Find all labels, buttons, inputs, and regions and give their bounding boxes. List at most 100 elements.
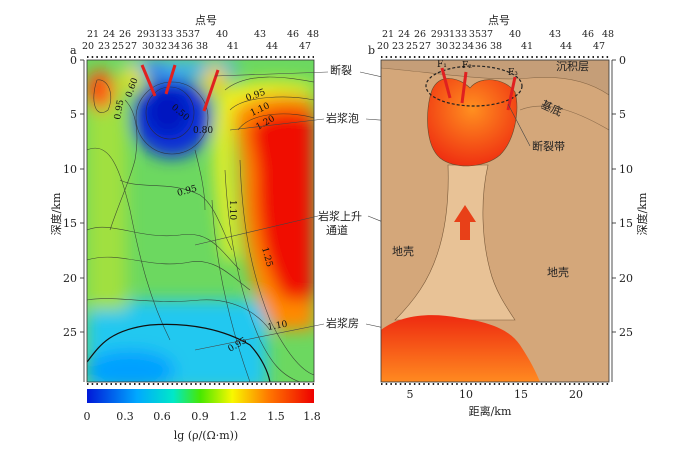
up-arrow-icon <box>454 205 476 240</box>
colorbar-tick: 0.6 <box>153 410 171 423</box>
contour-label: 0.80 <box>193 126 213 136</box>
station-label: 23 <box>98 41 110 52</box>
label-fault-zone: 断裂带 <box>532 139 565 153</box>
fault-line-b <box>440 67 452 99</box>
panel-a: a 21 24 26 293133 3537 40 43 46 48 20 23… <box>49 29 319 385</box>
fault-line-a <box>140 64 157 97</box>
y-tick-label: 10 <box>63 163 77 176</box>
station-label: 25 <box>406 41 418 52</box>
station-label: 24 <box>103 29 115 40</box>
station-label: 47 <box>593 41 605 52</box>
station-label: 34 <box>462 41 474 52</box>
station-label: 32 <box>449 41 461 52</box>
y-tick-label: 25 <box>63 326 77 339</box>
station-label: 46 <box>287 29 299 40</box>
station-label: 20 <box>377 41 389 52</box>
contour-label: 1.10 <box>267 320 289 333</box>
panel-b-x-axis: 5 10 15 20 距离/km <box>381 383 609 418</box>
station-label: 21 <box>382 29 394 40</box>
station-label: 25 <box>112 41 124 52</box>
station-label: 26 <box>414 29 426 40</box>
contour-label: 0.95 <box>113 99 126 121</box>
y-tick-label: 25 <box>619 326 633 339</box>
station-label: 26 <box>119 29 131 40</box>
y-axis-label-a: 深度/km <box>49 192 63 235</box>
station-label: 23 <box>392 41 404 52</box>
fault-label: F₁ <box>437 60 447 70</box>
panel-b-y-axis: 0 5 10 15 20 25 深度/km <box>611 54 649 382</box>
station-label: 41 <box>521 41 533 52</box>
station-label: 293133 <box>431 29 467 40</box>
y-tick-label: 0 <box>70 54 77 67</box>
colorbar-gradient <box>87 389 314 403</box>
station-label: 34 <box>168 41 180 52</box>
station-label: 3537 <box>469 29 493 40</box>
station-label: 40 <box>509 29 521 40</box>
y-tick-label: 5 <box>70 108 77 121</box>
y-tick-label: 0 <box>619 54 626 67</box>
colorbar-tick: 0.3 <box>116 410 134 423</box>
y-tick-label: 15 <box>63 217 77 230</box>
panel-a-y-axis: 0 5 10 15 20 25 深度/km <box>49 54 85 382</box>
y-tick-label: 10 <box>619 163 633 176</box>
label-crust-left: 地壳 <box>392 244 414 258</box>
station-label: 40 <box>216 29 228 40</box>
panel-b-letter: b <box>368 44 375 57</box>
station-label: 293133 <box>137 29 173 40</box>
colorbar: 0 0.3 0.6 0.9 1.2 1.5 1.8 lg (ρ/(Ω·m)) <box>84 389 321 442</box>
panel-b-stations-row1: 21 24 26 293133 3537 40 43 46 48 <box>382 29 614 40</box>
station-label: 30 <box>142 41 154 52</box>
fault-zone-ellipse <box>425 65 523 107</box>
station-label: 3537 <box>176 29 200 40</box>
fault-line-a <box>202 69 220 112</box>
x-axis-label-b: 距离/km <box>469 404 512 418</box>
x-tick-label: 5 <box>407 388 414 401</box>
panel-b-stations-row2: 20 23 25 27 30 32 34 36 38 41 44 47 <box>377 41 605 52</box>
label-channel: 岩浆上升通道 <box>318 209 362 237</box>
y-axis-label-b: 深度/km <box>635 192 649 235</box>
x-tick-label: 20 <box>569 388 583 401</box>
fault-label: F₃ <box>508 68 518 78</box>
fault-line-a <box>164 64 177 95</box>
label-bubble: 岩浆泡 <box>326 111 359 125</box>
y-tick-label: 20 <box>619 272 633 285</box>
fault-line-b <box>506 76 517 111</box>
y-tick-label: 5 <box>619 108 626 121</box>
colorbar-tick: 0 <box>84 410 91 423</box>
station-label: 30 <box>436 41 448 52</box>
panel-a-stations-row2: 20 23 25 27 30 32 34 36 38 41 44 47 <box>82 41 311 52</box>
label-fault: 断裂 <box>330 63 352 77</box>
panel-a-letter: a <box>70 44 77 57</box>
station-label: 20 <box>82 41 94 52</box>
colorbar-tick: 1.5 <box>267 410 285 423</box>
station-label: 32 <box>155 41 167 52</box>
colorbar-label: lg (ρ/(Ω·m)) <box>174 429 238 442</box>
x-tick-label: 15 <box>514 388 528 401</box>
station-label: 48 <box>307 29 319 40</box>
colorbar-tick: 0.9 <box>191 410 209 423</box>
station-label: 46 <box>582 29 594 40</box>
station-label: 43 <box>254 29 266 40</box>
station-label: 36 <box>181 41 193 52</box>
interpretation-section: F₁ F₂ F₃ 沉积层 基底 断裂带 地壳 地壳 <box>381 60 609 382</box>
station-label: 43 <box>549 29 561 40</box>
y-tick-label: 15 <box>619 217 633 230</box>
station-label: 47 <box>299 41 311 52</box>
station-label: 48 <box>602 29 614 40</box>
top-axis-title-a: 点号 <box>195 14 217 27</box>
y-tick-label: 20 <box>63 272 77 285</box>
station-label: 27 <box>419 41 431 52</box>
top-axis-title-b: 点号 <box>488 14 510 27</box>
station-label: 44 <box>266 41 278 52</box>
contour-label: 1.10 <box>227 200 237 220</box>
label-crust-right: 地壳 <box>547 265 569 279</box>
station-label: 44 <box>560 41 572 52</box>
station-label: 27 <box>125 41 137 52</box>
resistivity-section: 0.60 0.50 0.80 0.95 1.10 1.20 0.95 1.10 … <box>87 60 314 382</box>
station-label: 36 <box>475 41 487 52</box>
label-chamber: 岩浆房 <box>326 316 359 330</box>
colorbar-tick: 1.8 <box>303 410 321 423</box>
x-tick-label: 10 <box>459 388 473 401</box>
station-label: 21 <box>87 29 99 40</box>
